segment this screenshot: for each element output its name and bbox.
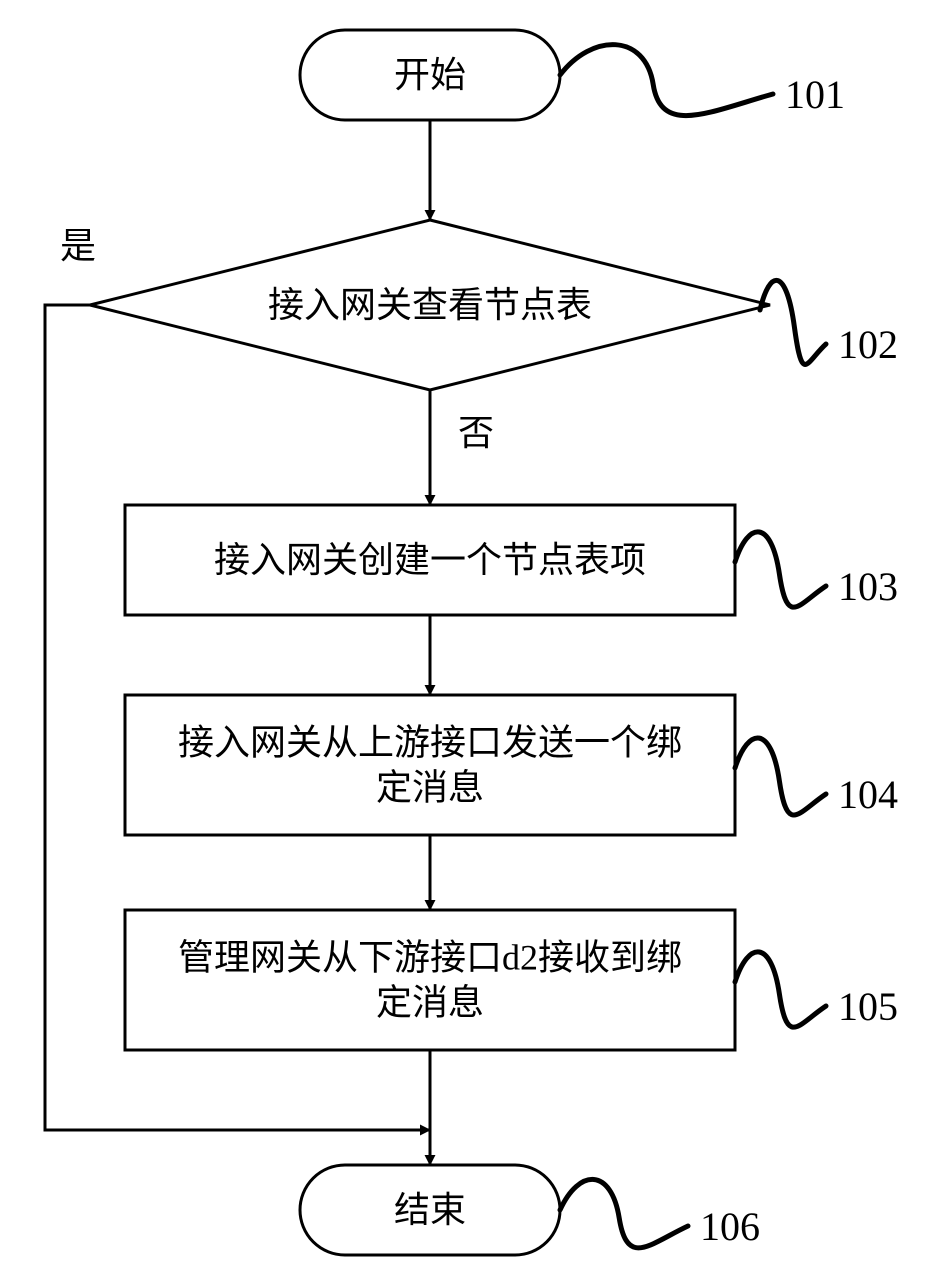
process-p105-line-1: 定消息 <box>376 983 484 1023</box>
callout-number-c105: 105 <box>838 984 898 1029</box>
process-p104-line-1: 定消息 <box>376 768 484 808</box>
callout-number-c102: 102 <box>838 322 898 367</box>
callout-curl-c102 <box>760 280 826 364</box>
callout-curl-c103 <box>735 532 826 607</box>
callout-number-c103: 103 <box>838 564 898 609</box>
callout-number-c106: 106 <box>700 1204 760 1249</box>
callout-number-c101: 101 <box>785 72 845 117</box>
process-p103-line-0: 接入网关创建一个节点表项 <box>214 540 646 580</box>
label-yes: 是 <box>60 226 96 266</box>
process-p104 <box>125 695 735 835</box>
callout-curl-c106 <box>560 1179 688 1247</box>
callout-curl-c101 <box>560 45 773 116</box>
process-p104-line-0: 接入网关从上游接口发送一个绑 <box>178 723 682 763</box>
label-no: 否 <box>458 413 494 453</box>
terminator-end-label: 结束 <box>394 1190 466 1230</box>
callout-number-c104: 104 <box>838 772 898 817</box>
decision-label: 接入网关查看节点表 <box>268 285 592 325</box>
callout-curl-c105 <box>735 952 826 1027</box>
callout-curl-c104 <box>735 738 826 815</box>
terminator-start-label: 开始 <box>394 55 466 95</box>
process-p105-line-0: 管理网关从下游接口d2接收到绑 <box>178 938 682 978</box>
process-p105 <box>125 910 735 1050</box>
